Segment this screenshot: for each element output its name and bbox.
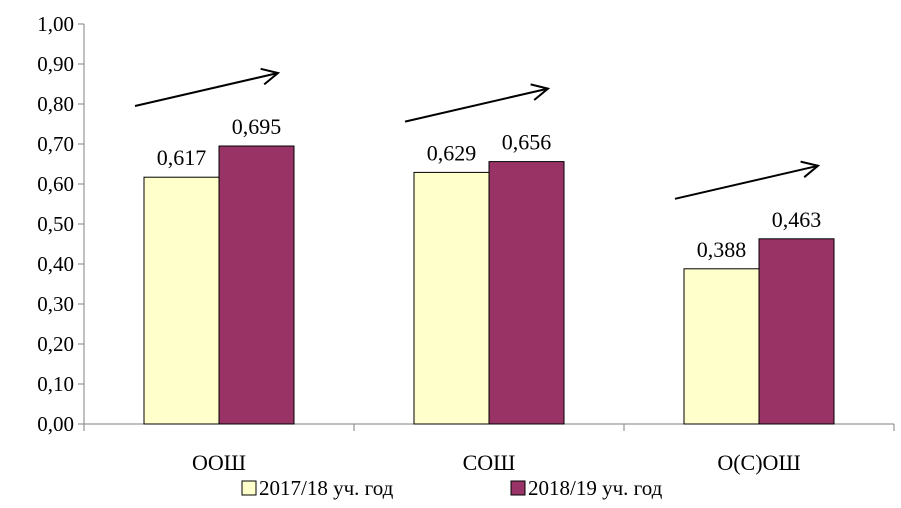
bar-1 <box>683 268 760 425</box>
data-label: 0,695 <box>232 114 282 139</box>
x-axis: ООШ СОШ О(С)ОШ <box>83 423 895 475</box>
bar-1 <box>413 171 490 425</box>
trend-arrow <box>674 166 818 200</box>
data-labels: 0,617 0,695 0,629 0,656 0,388 0,463 <box>157 114 822 262</box>
bar-2 <box>218 145 295 425</box>
y-tick-label: 1,00 <box>37 12 74 36</box>
trend-arrows <box>134 73 818 200</box>
data-label: 0,388 <box>697 237 747 262</box>
y-tick-label: 0,50 <box>37 212 74 236</box>
y-tick-label: 0,00 <box>37 412 74 436</box>
bar-2 <box>758 238 835 425</box>
y-tick-label: 0,20 <box>37 332 74 356</box>
legend-label-1: 2017/18 уч. год <box>259 476 394 500</box>
y-tick-label: 0,70 <box>37 132 74 156</box>
legend: 2017/18 уч. год 2018/19 уч. год <box>241 476 663 500</box>
legend-label-2: 2018/19 уч. год <box>528 476 663 500</box>
trend-arrow <box>134 73 278 107</box>
trend-arrow <box>404 89 548 123</box>
y-tick-label: 0,80 <box>37 92 74 116</box>
data-label: 0,617 <box>157 145 207 170</box>
x-category-label: СОШ <box>463 450 516 475</box>
data-label: 0,656 <box>502 130 552 155</box>
y-tick-label: 0,90 <box>37 52 74 76</box>
y-tick-label: 0,10 <box>37 372 74 396</box>
x-category-label: ООШ <box>192 450 246 475</box>
legend-swatch-2 <box>510 480 526 496</box>
y-axis: 0,00 0,10 0,20 0,30 0,40 0,50 0,60 0,70 0,80 0,90… <box>37 12 85 436</box>
y-tick-label: 0,60 <box>37 172 74 196</box>
data-label: 0,629 <box>427 140 477 165</box>
legend-swatch-1 <box>241 480 257 496</box>
bars <box>143 145 835 425</box>
data-label: 0,463 <box>772 207 822 232</box>
bar-2 <box>488 161 565 425</box>
bar-1 <box>143 176 220 425</box>
y-tick-label: 0,40 <box>37 252 74 276</box>
y-tick-label: 0,30 <box>37 292 74 316</box>
x-category-label: О(С)ОШ <box>717 450 800 475</box>
